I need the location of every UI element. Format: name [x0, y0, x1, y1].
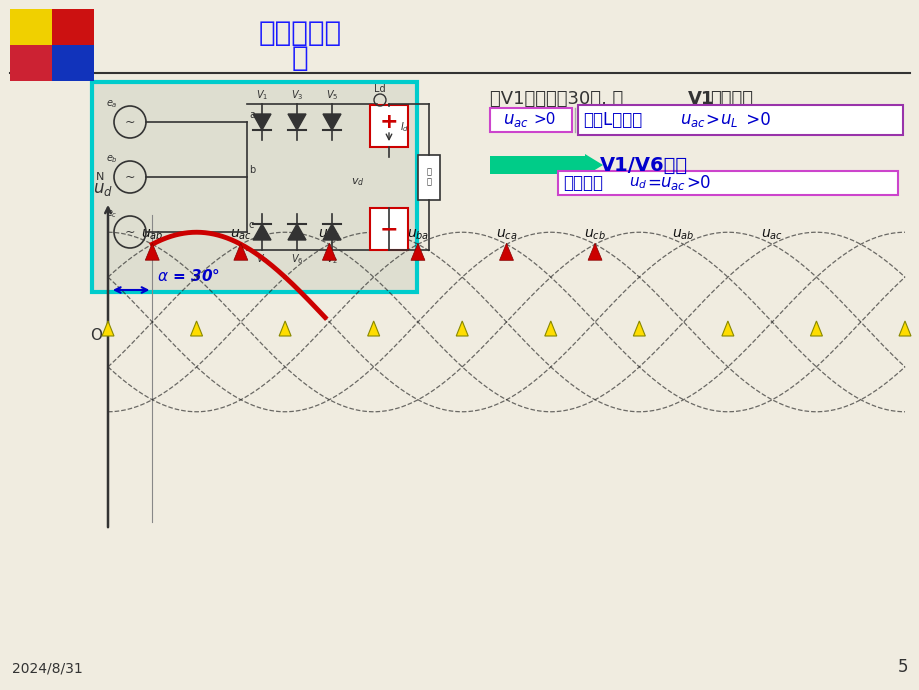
Polygon shape	[253, 224, 271, 240]
Text: $e_a$: $e_a$	[106, 98, 118, 110]
Text: >: >	[705, 111, 724, 129]
Polygon shape	[233, 244, 247, 260]
Polygon shape	[721, 321, 733, 336]
Text: >0: >0	[686, 174, 709, 192]
Polygon shape	[288, 114, 306, 130]
Text: $I_d$: $I_d$	[400, 120, 409, 134]
Text: $u_{ac}$: $u_{ac}$	[760, 228, 782, 242]
Text: c: c	[249, 220, 254, 230]
Text: $u_{ab}$: $u_{ab}$	[141, 228, 164, 242]
Text: V1/V6导通: V1/V6导通	[599, 155, 687, 175]
Bar	[369, 105, 407, 147]
Polygon shape	[456, 321, 468, 336]
Text: 电感L被充电: 电感L被充电	[583, 111, 641, 129]
Text: $u_{ac}$: $u_{ac}$	[503, 111, 528, 129]
Text: 负
荷: 负 荷	[426, 167, 431, 187]
Bar	[558, 171, 897, 195]
Bar	[417, 155, 439, 200]
Polygon shape	[323, 224, 341, 240]
Text: $V_1$: $V_1$	[255, 88, 267, 102]
Text: $u_{ab}$: $u_{ab}$	[672, 228, 694, 242]
Text: ~: ~	[125, 115, 135, 128]
Text: O: O	[90, 328, 102, 343]
Polygon shape	[190, 321, 202, 336]
Text: 触发瞬间: 触发瞬间	[709, 90, 752, 108]
Text: >0: >0	[532, 112, 555, 128]
Text: $u_L$: $u_L$	[720, 111, 738, 129]
Text: ~: ~	[125, 226, 135, 239]
Text: $u_{cb}$: $u_{cb}$	[584, 228, 606, 242]
Text: $u_d$: $u_d$	[629, 175, 647, 191]
Text: $u_{ba}$: $u_{ba}$	[406, 228, 428, 242]
Text: $V_3$: $V_3$	[290, 88, 303, 102]
Text: $u_d$: $u_d$	[93, 180, 113, 198]
Text: Ld: Ld	[374, 84, 385, 94]
Text: $V_6$: $V_6$	[290, 252, 303, 266]
Text: $\alpha$ = 30°: $\alpha$ = 30°	[157, 268, 220, 284]
Bar	[52, 45, 94, 81]
Bar	[92, 82, 416, 292]
Text: $u_{ca}$: $u_{ca}$	[495, 228, 516, 242]
Text: b: b	[249, 165, 255, 175]
Text: −: −	[380, 219, 398, 239]
Polygon shape	[898, 321, 910, 336]
Text: $u_{ac}$: $u_{ac}$	[659, 174, 686, 192]
Text: N: N	[96, 172, 104, 182]
Polygon shape	[145, 243, 159, 260]
Bar	[577, 105, 902, 135]
Text: $V_2$: $V_2$	[325, 252, 338, 266]
Polygon shape	[288, 224, 306, 240]
Bar	[52, 9, 94, 45]
FancyArrow shape	[490, 154, 602, 176]
Polygon shape	[253, 114, 271, 130]
Text: $e_b$: $e_b$	[106, 153, 118, 165]
Polygon shape	[323, 114, 341, 130]
Text: >0: >0	[740, 111, 770, 129]
Text: $u_{ac}$: $u_{ac}$	[679, 111, 705, 129]
Text: 2024/8/31: 2024/8/31	[12, 662, 83, 676]
Text: $V_5$: $V_5$	[325, 88, 338, 102]
Text: $v_d$: $v_d$	[351, 176, 364, 188]
Text: 负载电压: 负载电压	[562, 174, 602, 192]
Polygon shape	[544, 321, 556, 336]
Text: $u_{ac}$: $u_{ac}$	[230, 228, 252, 242]
Bar	[490, 108, 572, 132]
Text: 二、有源逆: 二、有源逆	[258, 19, 341, 47]
Polygon shape	[632, 321, 644, 336]
Polygon shape	[810, 321, 822, 336]
Polygon shape	[587, 244, 601, 260]
Polygon shape	[411, 244, 425, 260]
Text: 当V1触发角为30度, 当: 当V1触发角为30度, 当	[490, 90, 622, 108]
Polygon shape	[102, 321, 114, 336]
Text: +: +	[380, 112, 398, 132]
Bar	[10, 45, 52, 81]
Polygon shape	[278, 321, 290, 336]
Text: a: a	[249, 110, 255, 120]
Text: 5: 5	[897, 658, 907, 676]
Text: $e_c$: $e_c$	[106, 208, 118, 220]
Bar	[369, 208, 407, 250]
Text: =: =	[647, 174, 666, 192]
Text: $V_4$: $V_4$	[255, 252, 268, 266]
Bar	[10, 9, 52, 45]
Text: ~: ~	[125, 170, 135, 184]
Text: $u_{bc}$: $u_{bc}$	[318, 228, 340, 242]
Text: 变: 变	[291, 44, 308, 72]
Text: V1: V1	[687, 90, 713, 108]
Polygon shape	[322, 244, 336, 260]
Polygon shape	[499, 244, 513, 260]
Polygon shape	[368, 321, 380, 336]
